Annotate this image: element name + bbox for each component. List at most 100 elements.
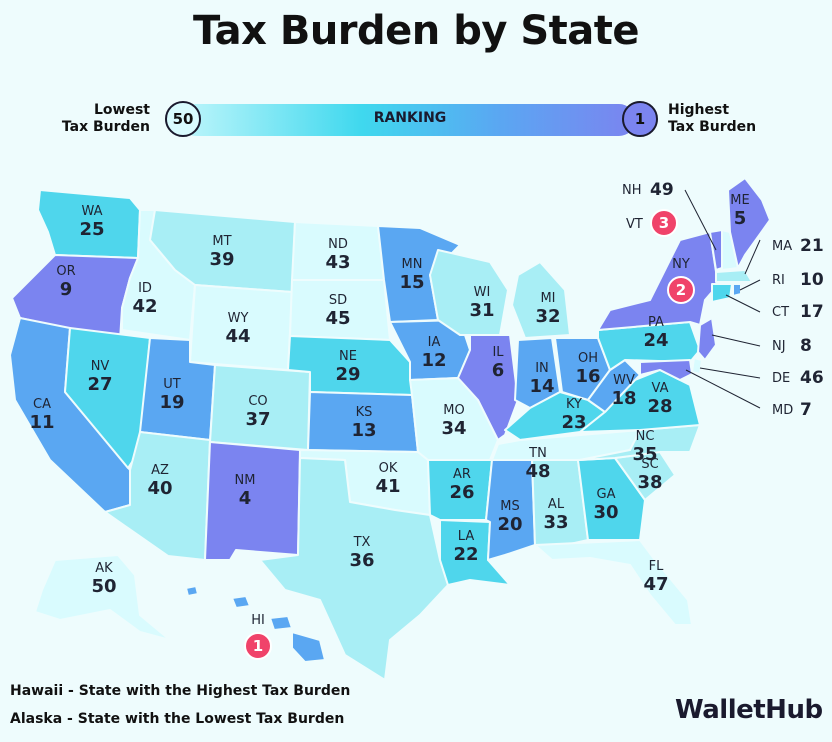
state-ri[interactable] bbox=[732, 283, 742, 297]
legend-lowest-line2: Tax Burden bbox=[61, 119, 150, 135]
state-label-ok: OK bbox=[379, 461, 398, 476]
legend-lowest-line1: Lowest bbox=[94, 102, 150, 118]
state-label-wa: WA bbox=[81, 204, 102, 219]
state-label-al: AL bbox=[548, 497, 565, 512]
state-label-ms: MS bbox=[500, 499, 519, 514]
legend-highest-label: Highest Tax Burden bbox=[668, 102, 778, 136]
state-rank-ny: 2 bbox=[676, 281, 686, 299]
state-label-fl: FL bbox=[649, 559, 664, 574]
state-nm[interactable] bbox=[204, 441, 301, 561]
state-label-ga: GA bbox=[597, 487, 616, 502]
state-hi-maui[interactable] bbox=[269, 615, 293, 631]
state-label-pa: PA bbox=[648, 315, 664, 330]
state-rank-va: 28 bbox=[647, 396, 672, 417]
callout-label-ct: CT bbox=[772, 305, 789, 320]
state-rank-nm: 4 bbox=[239, 488, 252, 509]
callout-label-vt: VT bbox=[626, 217, 643, 232]
state-md[interactable] bbox=[639, 359, 693, 381]
legend-gradient-bar bbox=[180, 104, 635, 136]
state-hi-oahu[interactable] bbox=[231, 595, 251, 609]
state-rank-hi: 1 bbox=[253, 637, 263, 655]
state-rank-in: 14 bbox=[529, 376, 554, 397]
callout-label-ma: MA bbox=[772, 239, 792, 254]
callout-rank-md: 7 bbox=[800, 400, 812, 420]
state-rank-mt: 39 bbox=[209, 249, 234, 270]
state-rank-or: 9 bbox=[60, 279, 73, 300]
state-label-ut: UT bbox=[163, 377, 181, 392]
map-title: Tax Burden by State bbox=[192, 8, 640, 54]
state-label-in: IN bbox=[535, 361, 549, 376]
state-label-wv: WV bbox=[613, 373, 635, 388]
state-label-ny: NY bbox=[672, 257, 690, 272]
state-tx[interactable] bbox=[259, 457, 449, 681]
callout-label-nh: NH bbox=[622, 183, 642, 198]
state-me[interactable] bbox=[727, 177, 771, 269]
state-rank-ut: 19 bbox=[159, 392, 184, 413]
state-rank-fl: 47 bbox=[643, 574, 668, 595]
legend-highest-line2: Tax Burden bbox=[668, 119, 757, 135]
legend-high-rank: 1 bbox=[622, 101, 658, 137]
state-fl[interactable] bbox=[534, 539, 693, 626]
state-label-ak: AK bbox=[95, 561, 113, 576]
state-label-az: AZ bbox=[151, 463, 169, 478]
state-label-la: LA bbox=[458, 529, 475, 544]
state-rank-oh: 16 bbox=[575, 366, 600, 387]
state-rank-sd: 45 bbox=[325, 308, 350, 329]
callout-label-de: DE bbox=[772, 371, 790, 386]
legend-low-rank: 50 bbox=[165, 101, 201, 137]
callout-label-ri: RI bbox=[772, 273, 785, 288]
state-hi-kauai[interactable] bbox=[185, 585, 199, 597]
state-rank-mi: 32 bbox=[535, 306, 560, 327]
callout-rank-ri: 10 bbox=[800, 270, 824, 290]
state-label-oh: OH bbox=[578, 351, 598, 366]
callout-rank-ma: 21 bbox=[800, 236, 824, 256]
callout-rank-vt: 3 bbox=[659, 214, 669, 232]
state-ma[interactable] bbox=[715, 269, 753, 283]
state-ct[interactable] bbox=[711, 283, 733, 303]
callout-rank-nh: 49 bbox=[650, 180, 674, 200]
state-nc[interactable] bbox=[579, 424, 701, 461]
rank-badge-vt bbox=[650, 209, 678, 237]
state-label-nd: ND bbox=[328, 237, 348, 252]
state-rank-tx: 36 bbox=[349, 550, 374, 571]
state-shapes bbox=[9, 177, 771, 681]
state-label-hi: HI bbox=[251, 613, 265, 628]
footnote-lowest: Alaska - State with the Lowest Tax Burde… bbox=[10, 711, 345, 727]
state-rank-ks: 13 bbox=[351, 420, 376, 441]
state-rank-al: 33 bbox=[543, 512, 568, 533]
state-rank-mn: 15 bbox=[399, 272, 424, 293]
state-rank-sc: 38 bbox=[637, 472, 662, 493]
state-rank-ak: 50 bbox=[91, 576, 116, 597]
state-rank-id: 42 bbox=[132, 296, 157, 317]
legend-lowest-label: Lowest Tax Burden bbox=[40, 102, 150, 136]
state-label-co: CO bbox=[248, 394, 267, 409]
state-label-wi: WI bbox=[474, 285, 491, 300]
state-rank-ok: 41 bbox=[375, 476, 400, 497]
state-ak[interactable] bbox=[34, 554, 171, 641]
footnote-highest: Hawaii - State with the Highest Tax Burd… bbox=[10, 683, 351, 699]
legend-ranking-label: RANKING bbox=[373, 110, 447, 126]
state-label-ne: NE bbox=[339, 349, 357, 364]
state-mi[interactable] bbox=[511, 261, 571, 339]
brand-logo: WalletHub bbox=[675, 695, 823, 725]
state-label-il: IL bbox=[492, 345, 504, 360]
state-rank-wi: 31 bbox=[469, 300, 494, 321]
state-de[interactable] bbox=[691, 357, 703, 375]
state-rank-la: 22 bbox=[453, 544, 478, 565]
state-label-nm: NM bbox=[235, 473, 256, 488]
state-label-wy: WY bbox=[228, 311, 249, 326]
callout-rank-de: 46 bbox=[800, 368, 824, 388]
state-rank-wy: 44 bbox=[225, 326, 250, 347]
state-label-mi: MI bbox=[540, 291, 555, 306]
state-wi[interactable] bbox=[429, 249, 509, 336]
callout-label-md: MD bbox=[772, 403, 793, 418]
state-il[interactable] bbox=[457, 334, 519, 441]
callout-labels: NH 49 VT 3 MA 21 RI 10 CT 17 NJ 8 DE 46 MD 7 bbox=[622, 180, 824, 420]
callout-rank-nj: 8 bbox=[800, 336, 812, 356]
state-nj[interactable] bbox=[697, 317, 717, 361]
state-rank-nc: 35 bbox=[632, 444, 657, 465]
state-rank-wa: 25 bbox=[79, 219, 104, 240]
state-va[interactable] bbox=[579, 369, 701, 433]
legend-highest-line1: Highest bbox=[668, 102, 730, 118]
state-hi-big[interactable] bbox=[291, 631, 326, 663]
